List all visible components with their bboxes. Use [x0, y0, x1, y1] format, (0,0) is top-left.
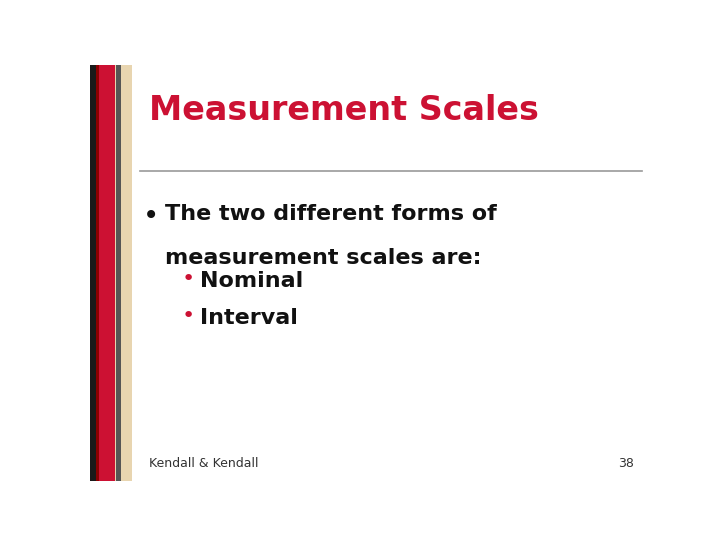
Text: Nominal: Nominal — [200, 271, 304, 291]
Text: Interval: Interval — [200, 308, 298, 328]
Text: •: • — [143, 202, 159, 230]
Text: •: • — [182, 268, 195, 288]
Bar — [116, 65, 121, 481]
Bar — [90, 65, 96, 481]
Text: The two different forms of: The two different forms of — [166, 204, 497, 224]
Text: Kendall & Kendall: Kendall & Kendall — [148, 457, 258, 470]
Bar — [90, 65, 132, 481]
Text: measurement scales are:: measurement scales are: — [166, 248, 482, 268]
Text: •: • — [182, 306, 195, 326]
Bar — [96, 65, 99, 481]
Text: Measurement Scales: Measurement Scales — [148, 94, 539, 127]
Text: 38: 38 — [618, 457, 634, 470]
Bar — [99, 65, 115, 481]
